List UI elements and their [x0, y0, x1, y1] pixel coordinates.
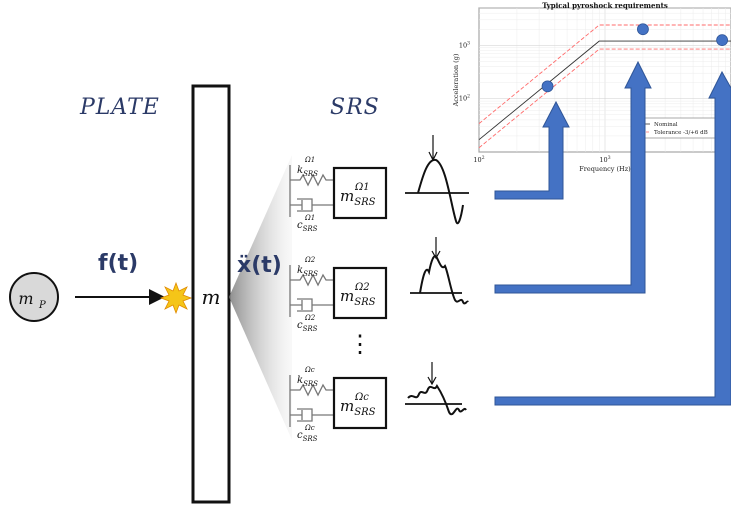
- chart-ylabel: Acceleration (g): [452, 53, 460, 107]
- ellipsis-dots: ⋮: [348, 330, 372, 358]
- srs-oscillators: kSRSΩ1cSRSΩ1mSRSΩ1kSRSΩ2cSRSΩ2mSRSΩ2kSRS…: [289, 156, 388, 443]
- chart-xlabel: Frequency (Hz): [579, 165, 631, 173]
- plate-mass-label: m: [202, 285, 221, 309]
- projectile-mass-sub: P: [38, 300, 46, 311]
- waveform-2-curve: [419, 255, 469, 305]
- projectile: m P: [9, 272, 59, 322]
- waveform-1: [405, 135, 469, 225]
- series-nominal-line: [478, 40, 731, 141]
- srs-mass-label: mSRS: [340, 187, 376, 208]
- srs-title: SRS: [330, 95, 380, 120]
- chart-xtick-2: 103: [599, 155, 610, 164]
- chart-marker-2: [637, 23, 649, 36]
- stiffness-label: kSRS: [297, 165, 318, 178]
- connector-arrow-3: [494, 70, 731, 406]
- waveform-3: [405, 362, 467, 416]
- transfer-fan: [229, 155, 292, 440]
- chart-title: Typical pyroshock requirements: [542, 1, 668, 10]
- waveform-3-curve: [407, 384, 467, 416]
- connector-arrows: [494, 60, 731, 406]
- plate-title: PLATE: [79, 95, 160, 120]
- stiffness-label: kSRS: [297, 375, 318, 388]
- damping-sup: Ωc: [304, 424, 315, 432]
- chart-series: [478, 23, 731, 149]
- stiffness-sup: Ω1: [304, 156, 315, 164]
- damping-label: cSRS: [297, 320, 318, 333]
- damping-label: cSRS: [297, 430, 318, 443]
- chart-marker-3: [716, 34, 729, 47]
- damping-label: cSRS: [297, 220, 318, 233]
- series-tolerance-line: [478, 24, 731, 124]
- connector-arrow-1: [494, 100, 570, 200]
- srs-mass-label: mSRS: [340, 287, 376, 308]
- srs-mass-box: [332, 266, 388, 320]
- waveform-3-pointer: [427, 376, 437, 386]
- spring-icon: [290, 383, 334, 397]
- damper-icon: [290, 298, 334, 312]
- chart-ytick-2: 103: [459, 40, 470, 49]
- spring-icon: [290, 273, 334, 287]
- stiffness-sup: Ω2: [304, 256, 316, 264]
- srs-mass-label: mSRS: [340, 397, 376, 418]
- waveform-1-curve: [417, 158, 464, 225]
- force-label: f(t): [98, 251, 138, 276]
- chart-grid: [478, 7, 731, 153]
- srs-mass-box: [332, 376, 388, 430]
- projectile-circle: [9, 272, 59, 322]
- srs-mass-sup: Ωc: [354, 392, 369, 403]
- damping-sup: Ω2: [304, 314, 316, 322]
- chart-ytick-1: 102: [459, 94, 470, 103]
- legend-tolerance-label: Tolerance -3/+6 dB: [654, 130, 708, 136]
- chart-xtick-1: 102: [473, 155, 484, 164]
- srs-mass-box: [332, 166, 388, 220]
- srs-mass-sup: Ω2: [354, 282, 370, 293]
- chart-marker-1: [541, 80, 554, 93]
- connector-arrow-2: [494, 60, 652, 294]
- damper-icon: [290, 408, 334, 422]
- legend-nominal-label: Nominal: [654, 122, 678, 128]
- projectile-mass-label: m: [18, 289, 33, 308]
- accel-label: ẍ(t): [237, 253, 282, 278]
- impact-burst-icon: [159, 281, 193, 315]
- series-tolerance-line: [478, 48, 731, 149]
- waveform-2: [410, 237, 469, 305]
- plate-bar: [191, 84, 231, 504]
- pyroshock-chart: 102103104102103 Typical pyroshock requir…: [452, 1, 731, 173]
- damper-icon: [290, 198, 334, 212]
- spring-icon: [290, 173, 334, 187]
- srs-mass-sup: Ω1: [354, 182, 370, 193]
- stiffness-label: kSRS: [297, 265, 318, 278]
- stiffness-sup: Ωc: [304, 366, 315, 374]
- damping-sup: Ω1: [304, 214, 315, 222]
